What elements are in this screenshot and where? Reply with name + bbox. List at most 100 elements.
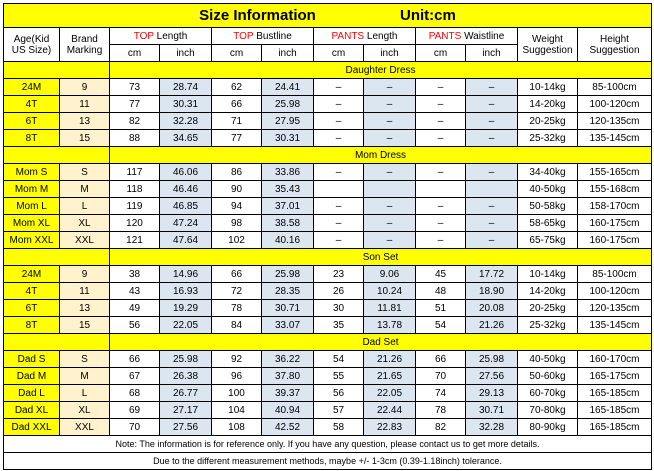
- pants-waist-inch: 30.71: [465, 401, 518, 419]
- top-length-cm: 43: [109, 282, 160, 300]
- pants-waist-inch: –: [465, 95, 518, 113]
- pants-length-inch: 22.44: [363, 401, 416, 419]
- pants-waist-cm: 45: [415, 265, 466, 283]
- pants-length-cm: 23: [313, 265, 364, 283]
- top-bust-inch: 25.98: [261, 265, 314, 283]
- header-height: Height Suggestion: [576, 27, 653, 62]
- pants-waist-inch: 21.26: [465, 316, 518, 334]
- top-length-cm: 67: [109, 367, 160, 385]
- pants-waist-inch: 32.28: [465, 418, 518, 436]
- age-cell: 4T: [3, 282, 60, 300]
- weight-cell: 60-70kg: [517, 384, 578, 402]
- pants-length-cm: 55: [313, 367, 364, 385]
- weight-cell: 10-14kg: [517, 78, 578, 96]
- top-length-inch: 26.38: [159, 367, 212, 385]
- table-row: 24M 9 73 28.74 62 24.41– – – –10-14kg 85-100cm: [3, 78, 653, 96]
- header-brand: Brand Marking: [59, 27, 110, 62]
- weight-cell: 58-65kg: [517, 214, 578, 232]
- age-cell: Mom L: [3, 197, 60, 215]
- table-row: Dad XL XL 69 27.17 104 40.94 57 22.44 78 30.71 70-…: [3, 401, 653, 419]
- top-length-inch: 25.98: [159, 350, 212, 368]
- age-cell: 24M: [3, 78, 60, 96]
- section-row: Daughter Dress: [3, 61, 653, 79]
- pants-waist-cm: 70: [415, 367, 466, 385]
- note-row: Due to the different measurement methods…: [2, 452, 653, 470]
- pants-waist-cm: –: [415, 197, 466, 215]
- top-bust-inch: 36.22: [261, 350, 314, 368]
- top-length-cm: 56: [109, 316, 160, 334]
- size-table: Size Information Unit:cm Age(Kid US Size)…: [2, 3, 653, 470]
- top-bust-cm: 86: [211, 163, 262, 181]
- pants-waist-cm: –: [415, 163, 466, 181]
- brand-cell: S: [59, 350, 110, 368]
- pants-waist-cm: 74: [415, 384, 466, 402]
- top-length-inch: 27.17: [159, 401, 212, 419]
- top-bust-inch: 40.94: [261, 401, 314, 419]
- pants-length-cm: –: [313, 163, 364, 181]
- brand-cell: M: [59, 367, 110, 385]
- pants-length-inch: 22.05: [363, 384, 416, 402]
- pants-length-cm: –: [313, 112, 364, 130]
- height-cell: 120-135cm: [576, 299, 653, 317]
- pants-waist-cm: 82: [415, 418, 466, 436]
- top-length-cm: 82: [109, 112, 160, 130]
- top-length-inch: 19.29: [159, 299, 212, 317]
- top-length-cm: 70: [109, 418, 160, 436]
- pants-length-cm: –: [313, 214, 364, 232]
- top-length-cm: 49: [109, 299, 160, 317]
- height-cell: 135-145cm: [576, 129, 653, 147]
- table-row: 6T 13 49 19.29 78 30.71 30 11.81 51 20.08 20-25kg 1…: [3, 299, 653, 317]
- pants-waist-cm: –: [415, 231, 466, 249]
- header-cm: cm: [109, 44, 160, 62]
- section-title: Dad Set: [108, 333, 653, 351]
- pants-waist-cm: 78: [415, 401, 466, 419]
- table-row: Mom M M 118 46.46 90 35.43 40-50kg 155-168cm: [3, 180, 653, 198]
- top-bust-inch: 28.35: [261, 282, 314, 300]
- age-cell: Dad M: [3, 367, 60, 385]
- pants-length-cm: –: [313, 129, 364, 147]
- pants-length-cm: –: [313, 78, 364, 96]
- pants-waist-inch: 20.08: [465, 299, 518, 317]
- title-cell: Size Information Unit:cm: [2, 3, 653, 28]
- age-cell: Dad XL: [3, 401, 60, 419]
- pants-length-cm: 54: [313, 350, 364, 368]
- table-row: Mom S S 117 46.06 86 33.86– – – –34-40kg 155-165c…: [3, 163, 653, 181]
- top-length-inch: 27.56: [159, 418, 212, 436]
- table-row: Dad S S 66 25.98 92 36.22 54 21.26 66 25.98 40-50k…: [3, 350, 653, 368]
- pants-length-cm: –: [313, 197, 364, 215]
- top-bust-inch: 40.16: [261, 231, 314, 249]
- weight-cell: 70-80kg: [517, 401, 578, 419]
- top-bust-inch: 38.58: [261, 214, 314, 232]
- pants-length-inch: –: [363, 231, 416, 249]
- top-length-cm: 120: [109, 214, 160, 232]
- top-length-inch: 47.24: [159, 214, 212, 232]
- pants-waist-inch: –: [465, 78, 518, 96]
- header-top-bustline: TOP Bustline: [211, 27, 314, 45]
- age-cell: Dad XXL: [3, 418, 60, 436]
- age-cell: 4T: [3, 95, 60, 113]
- pants-length-cm: –: [313, 95, 364, 113]
- pants-length-inch: –: [363, 78, 416, 96]
- height-cell: 85-100cm: [576, 265, 653, 283]
- header-cm: cm: [415, 44, 466, 62]
- table-row: 24M 9 38 14.96 66 25.98 23 9.06 45 17.72 10-14kg 85…: [3, 265, 653, 283]
- header-inch: inch: [465, 44, 518, 62]
- pants-waist-inch: –: [465, 197, 518, 215]
- pants-waist-inch: [465, 180, 518, 198]
- weight-cell: 40-50kg: [517, 350, 578, 368]
- weight-cell: 65-75kg: [517, 231, 578, 249]
- top-bust-cm: 71: [211, 112, 262, 130]
- brand-cell: 9: [59, 265, 110, 283]
- pants-length-inch: 21.26: [363, 350, 416, 368]
- top-length-cm: 121: [109, 231, 160, 249]
- pants-length-inch: –: [363, 129, 416, 147]
- pants-waist-cm: –: [415, 112, 466, 130]
- header-top-length: TOP Length: [109, 27, 212, 45]
- age-cell: 8T: [3, 129, 60, 147]
- pants-length-cm: 26: [313, 282, 364, 300]
- top-bust-cm: 102: [211, 231, 262, 249]
- top-bust-cm: 84: [211, 316, 262, 334]
- top-length-cm: 68: [109, 384, 160, 402]
- table-row: Mom XXL XXL 121 47.64 102 40.16– – – –65-75kg 160…: [3, 231, 653, 249]
- pants-waist-inch: 25.98: [465, 350, 518, 368]
